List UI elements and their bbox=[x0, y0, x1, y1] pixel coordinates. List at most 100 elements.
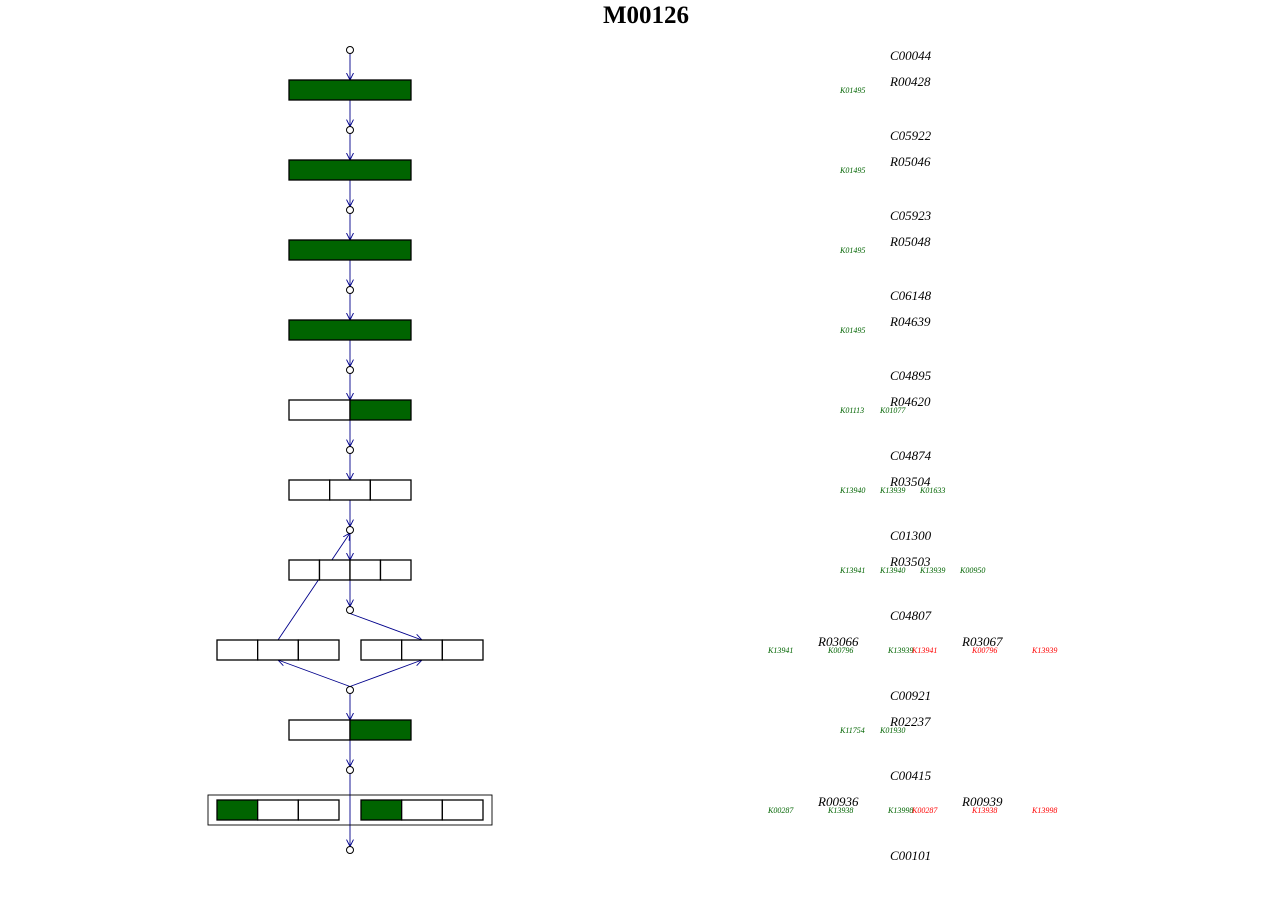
edge-branch-right-in bbox=[349, 613, 422, 641]
ko-label: K00796 bbox=[827, 646, 853, 655]
ko-label: K00287 bbox=[767, 806, 794, 815]
ko-label: K00950 bbox=[959, 566, 985, 575]
reaction-id: R03067 bbox=[961, 634, 1003, 649]
reaction-cell-present bbox=[288, 159, 412, 181]
compound-node bbox=[346, 126, 354, 134]
ko-label: K01495 bbox=[839, 166, 865, 175]
reaction-box-branch bbox=[360, 639, 484, 661]
reaction-box-branch bbox=[360, 799, 484, 821]
ko-label: K13941 bbox=[767, 646, 793, 655]
compound-node bbox=[346, 206, 354, 214]
reaction-cell-absent bbox=[297, 799, 340, 821]
complex-outline bbox=[207, 794, 493, 826]
ko-label: K11754 bbox=[839, 726, 865, 735]
reaction-cell-absent bbox=[401, 639, 443, 661]
ko-label: K13941 bbox=[911, 646, 937, 655]
ko-label: K13938 bbox=[827, 806, 853, 815]
ko-label: K13939 bbox=[887, 646, 913, 655]
compound-label: C04807 bbox=[890, 608, 932, 623]
reaction-id: R00428 bbox=[889, 74, 931, 89]
edge-branch-left-from-node bbox=[278, 660, 351, 687]
edge-branch-right-from-node bbox=[349, 660, 422, 687]
compound-node bbox=[346, 686, 354, 694]
reaction-cell-absent bbox=[216, 639, 259, 661]
ko-label: K13940 bbox=[839, 486, 865, 495]
compound-label: C04895 bbox=[890, 368, 932, 383]
reaction-id: R05046 bbox=[889, 154, 931, 169]
reaction-cell-absent bbox=[349, 559, 382, 581]
reaction-id: R03503 bbox=[889, 554, 931, 569]
reaction-id: R04620 bbox=[889, 394, 931, 409]
compound-node bbox=[346, 366, 354, 374]
reaction-cell-present bbox=[216, 799, 259, 821]
compound-label: C00101 bbox=[890, 848, 931, 863]
ko-label: K01930 bbox=[879, 726, 905, 735]
edge-branch-left-back bbox=[277, 533, 350, 641]
reaction-cell-absent bbox=[329, 479, 371, 501]
reaction-cell-absent bbox=[297, 639, 340, 661]
compound-label: C04874 bbox=[890, 448, 932, 463]
reaction-cell-present bbox=[349, 719, 412, 741]
ko-label: K13938 bbox=[971, 806, 997, 815]
reaction-box bbox=[288, 399, 412, 421]
reaction-cell-absent bbox=[288, 399, 351, 421]
ko-label: K13939 bbox=[879, 486, 905, 495]
reaction-box bbox=[288, 239, 412, 261]
compound-node bbox=[346, 846, 354, 854]
reaction-cell-absent bbox=[288, 719, 351, 741]
compound-node bbox=[346, 286, 354, 294]
ko-label: K01495 bbox=[839, 246, 865, 255]
reaction-box bbox=[288, 719, 412, 741]
reaction-cell-absent bbox=[401, 799, 443, 821]
ko-label: K01113 bbox=[839, 406, 864, 415]
reaction-box bbox=[288, 319, 412, 341]
compound-label: C00044 bbox=[890, 48, 932, 63]
reaction-cell-present bbox=[288, 319, 412, 341]
compound-nodes bbox=[346, 46, 354, 854]
reaction-cell-absent bbox=[379, 559, 412, 581]
reaction-cell-absent bbox=[257, 799, 299, 821]
reaction-cell-absent bbox=[441, 639, 484, 661]
reaction-box bbox=[288, 79, 412, 101]
reaction-cell-absent bbox=[257, 639, 299, 661]
reaction-id: R05048 bbox=[889, 234, 931, 249]
compound-node bbox=[346, 46, 354, 54]
compound-label: C00921 bbox=[890, 688, 931, 703]
pathway-labels: C00044 C05922 C05923 C06148 C04895 C04874 C013… bbox=[767, 48, 1057, 863]
ko-label: K13940 bbox=[879, 566, 905, 575]
ko-label: K01495 bbox=[839, 86, 865, 95]
compound-node bbox=[346, 766, 354, 774]
ko-label: K13941 bbox=[839, 566, 865, 575]
ko-label: K00287 bbox=[911, 806, 938, 815]
ko-label: K13939 bbox=[1031, 646, 1057, 655]
reaction-box-branch bbox=[216, 799, 340, 821]
reaction-box bbox=[288, 159, 412, 181]
reaction-cell-present bbox=[288, 239, 412, 261]
reaction-boxes bbox=[207, 79, 493, 826]
reaction-id: R02237 bbox=[889, 714, 931, 729]
compound-label: C05923 bbox=[890, 208, 932, 223]
reaction-cell-absent bbox=[318, 559, 351, 581]
compound-node bbox=[346, 526, 354, 534]
ko-label: K13998 bbox=[1031, 806, 1057, 815]
reaction-cell-absent bbox=[369, 479, 412, 501]
ko-label: K13998 bbox=[887, 806, 913, 815]
reaction-id: R00936 bbox=[817, 794, 859, 809]
ko-label: K01077 bbox=[879, 406, 906, 415]
diagram-title: M00126 bbox=[603, 2, 689, 29]
reaction-cell-absent bbox=[441, 799, 484, 821]
compound-node bbox=[346, 606, 354, 614]
reaction-cell-absent bbox=[360, 639, 403, 661]
reaction-id: R03504 bbox=[889, 474, 931, 489]
reaction-cell-absent bbox=[288, 559, 321, 581]
reaction-id: R03066 bbox=[817, 634, 859, 649]
compound-node bbox=[346, 446, 354, 454]
compound-label: C01300 bbox=[890, 528, 932, 543]
reaction-id: R04639 bbox=[889, 314, 931, 329]
compound-label: C05922 bbox=[890, 128, 932, 143]
reaction-box bbox=[288, 479, 412, 501]
reaction-box-branch bbox=[216, 639, 340, 661]
compound-label: C00415 bbox=[890, 768, 932, 783]
ko-label: K13939 bbox=[919, 566, 945, 575]
